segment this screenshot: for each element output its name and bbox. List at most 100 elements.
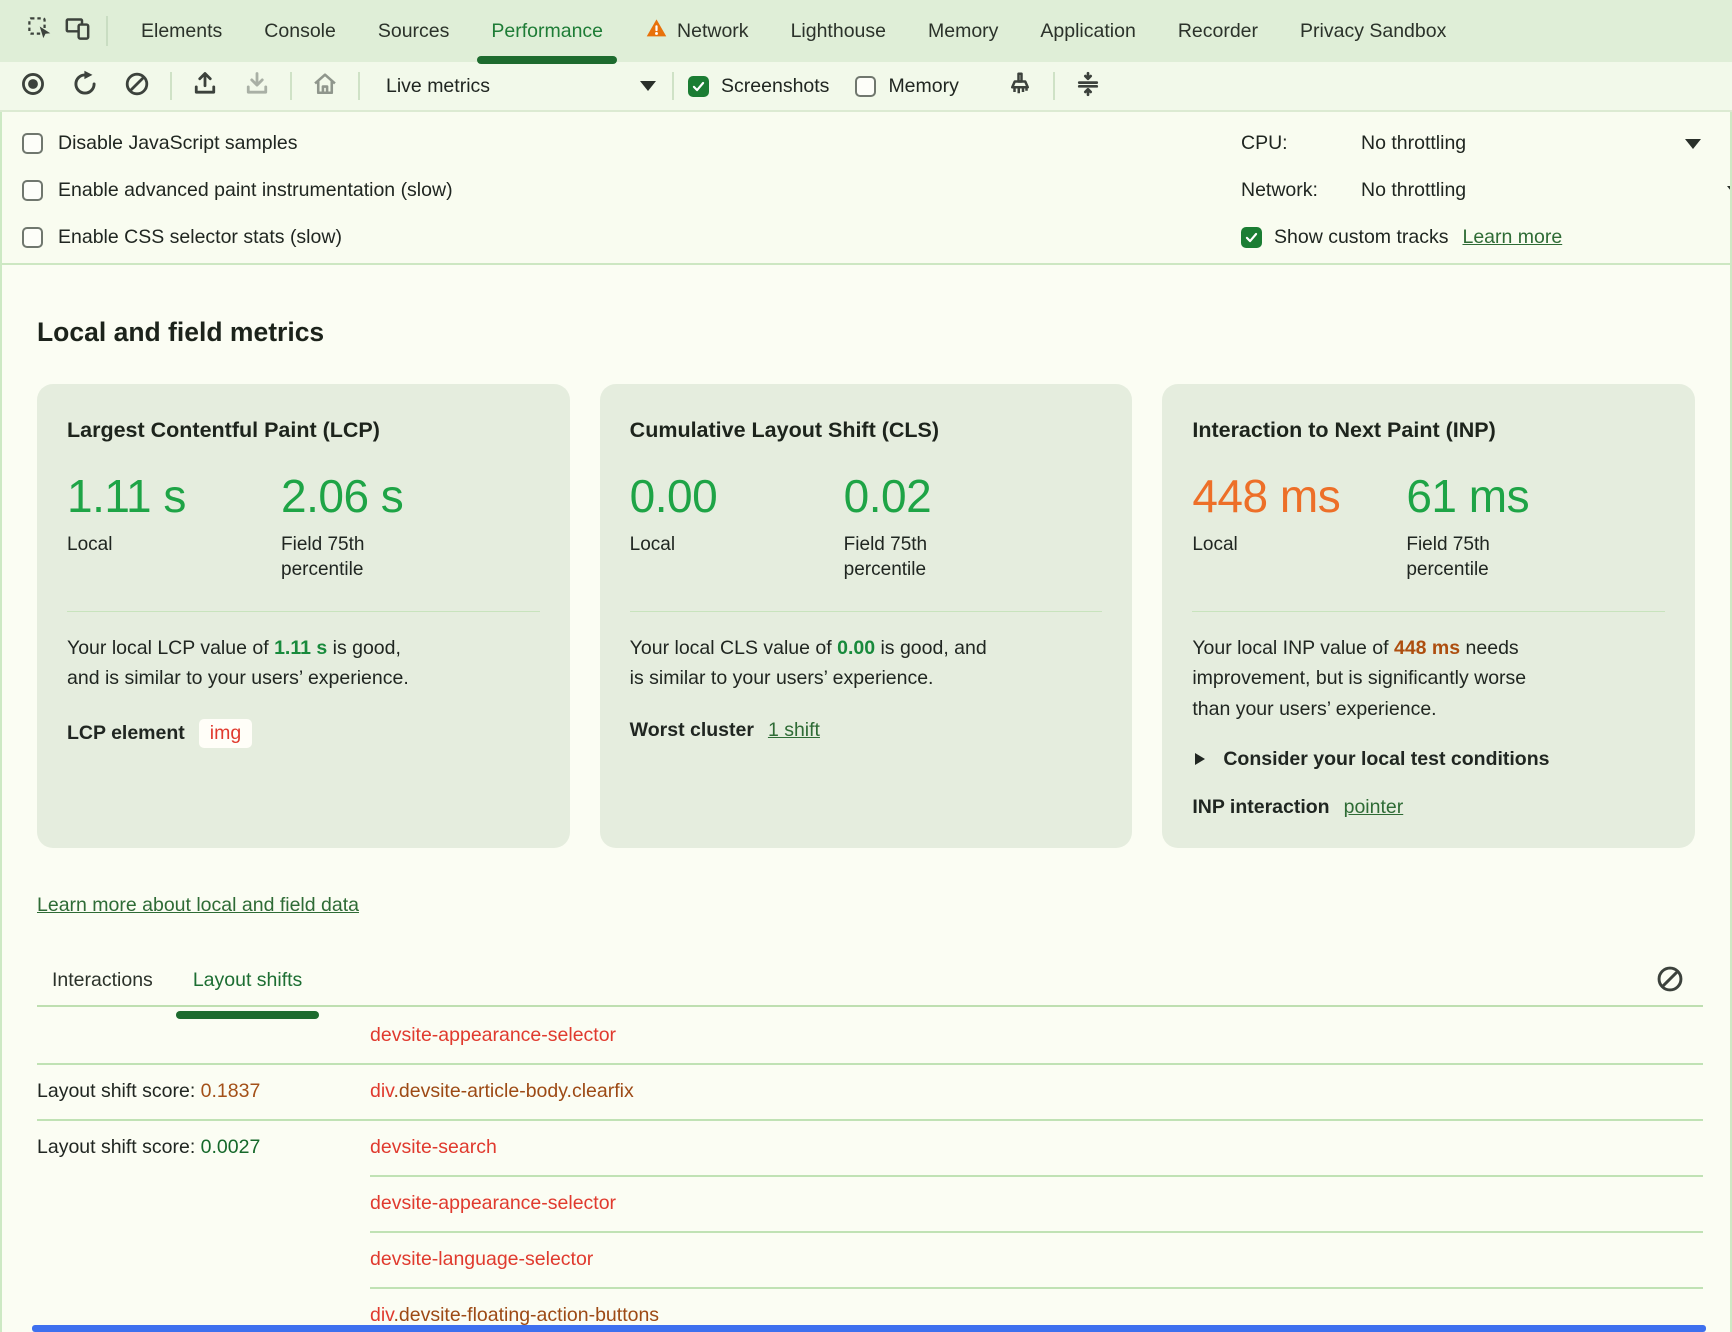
tab-lighthouse[interactable]: Lighthouse (770, 0, 907, 62)
tab-console[interactable]: Console (243, 0, 357, 62)
shift-target: devsite-appearance-selector (370, 1192, 616, 1215)
card-divider (629, 611, 1103, 613)
custom-tracks-learn-more-link[interactable]: Learn more (1462, 226, 1563, 248)
checkbox-unchecked-icon[interactable] (22, 227, 43, 248)
tab-label: Layout shifts (192, 969, 303, 991)
shift-score: Layout shift score: 0.0027 (37, 1136, 370, 1159)
load-profile-button[interactable] (186, 67, 224, 105)
node-link[interactable]: devsite-appearance-selector (370, 1023, 617, 1046)
custom-tracks-row: Show custom tracks Learn more (1205, 214, 1730, 261)
save-profile-button[interactable] (238, 67, 276, 105)
network-value: No throttling (1361, 179, 1467, 201)
chevron-down-icon (640, 81, 657, 91)
node-link[interactable]: devsite-search (370, 1135, 497, 1158)
node-link[interactable]: devsite-language-selector (370, 1247, 594, 1270)
desc-value: 448 ms (1393, 637, 1461, 660)
desc-text: Your local CLS value of (629, 637, 838, 660)
cpu-throttling-select[interactable]: CPU: No throttling (1205, 120, 1730, 167)
local-test-conditions-expander[interactable]: Consider your local test conditions (1195, 748, 1665, 771)
desc-text: is good, and is similar to your users’ e… (629, 637, 987, 690)
panel-mode-label: Live metrics (386, 74, 491, 97)
toolbar-divider (290, 72, 292, 100)
desc-text: needs improvement, but is significantly … (1192, 637, 1527, 720)
node-link[interactable]: div.devsite-article-body.clearfix (370, 1080, 634, 1102)
disable-js-samples-row[interactable]: Disable JavaScript samples (22, 120, 1730, 167)
lcp-local-label: Local (67, 534, 113, 555)
score-value: 0.1837 (200, 1079, 261, 1102)
tab-label: Elements (141, 19, 223, 42)
lcp-local-value: 1.11 s (67, 470, 186, 522)
node-link[interactable]: div.devsite-floating-action-buttons (370, 1304, 659, 1326)
inp-interaction-link[interactable]: pointer (1343, 795, 1404, 818)
screenshots-checkbox-row[interactable]: Screenshots (688, 75, 829, 98)
checkbox-checked-icon[interactable] (688, 75, 710, 97)
inp-field-value: 61 ms (1406, 470, 1530, 522)
tab-performance[interactable]: Performance (470, 0, 624, 64)
lcp-element-node-link[interactable]: img (198, 718, 253, 748)
inp-local-value: 448 ms (1192, 470, 1341, 522)
tab-privacy-sandbox[interactable]: Privacy Sandbox (1279, 0, 1467, 62)
chevron-down-icon (1727, 185, 1730, 196)
custom-tracks-checkbox-row[interactable]: Show custom tracks (1241, 226, 1448, 249)
cls-card-title: Cumulative Layout Shift (CLS) (629, 418, 940, 442)
tab-label: Memory (927, 19, 999, 42)
clear-log-button[interactable] (1654, 963, 1686, 995)
toolbar-divider (358, 72, 360, 100)
tab-label: Sources (377, 19, 450, 42)
tab-network[interactable]: Network (624, 0, 770, 62)
clear-button[interactable] (118, 67, 156, 105)
learn-more-local-field-link[interactable]: Learn more about local and field data (37, 894, 359, 916)
device-toolbar-icon (64, 15, 91, 47)
advanced-paint-row[interactable]: Enable advanced paint instrumentation (s… (22, 167, 1730, 214)
reload-record-button[interactable] (66, 67, 104, 105)
tab-memory[interactable]: Memory (907, 0, 1019, 62)
tab-label: Network (677, 19, 749, 42)
lcp-card: Largest Contentful Paint (LCP) 1.11 s Lo… (37, 384, 570, 848)
collect-garbage-button[interactable] (1001, 67, 1039, 105)
worst-cluster-label: Worst cluster (629, 718, 754, 741)
tab-application[interactable]: Application (1019, 0, 1156, 62)
shift-score: Layout shift score: 0.1837 (37, 1080, 370, 1103)
lcp-element-label: LCP element (67, 721, 185, 744)
performance-toolbar: Live metrics Screenshots Memory (0, 62, 1732, 112)
score-value: 0.0027 (200, 1135, 261, 1158)
desc-text: is good, and is similar to your users’ e… (67, 637, 409, 690)
brush-icon (1005, 69, 1035, 104)
cls-local-value: 0.00 (629, 470, 718, 522)
tab-interactions[interactable]: Interactions (52, 963, 153, 1007)
checkbox-unchecked-icon[interactable] (22, 133, 43, 154)
inp-description: Your local INP value of 448 ms needs imp… (1192, 633, 1665, 724)
inspect-element-button[interactable] (20, 11, 58, 51)
toolbar-divider (170, 72, 172, 100)
checkbox-unchecked-icon[interactable] (855, 75, 877, 97)
css-selector-stats-row[interactable]: Enable CSS selector stats (slow) (22, 214, 1730, 261)
checkbox-unchecked-icon[interactable] (22, 180, 43, 201)
reload-icon (71, 70, 99, 103)
tab-label: Application (1040, 19, 1136, 42)
worst-cluster-link[interactable]: 1 shift (767, 718, 820, 741)
collapse-sections-button[interactable] (1069, 67, 1107, 105)
memory-checkbox-row[interactable]: Memory (855, 75, 959, 98)
network-throttling-select[interactable]: Network: No throttling (1205, 167, 1730, 214)
device-toolbar-button[interactable] (58, 11, 96, 51)
node-link[interactable]: devsite-appearance-selector (370, 1191, 617, 1214)
horizontal-scrollbar-thumb[interactable] (32, 1325, 1706, 1332)
upload-icon (191, 70, 219, 103)
tab-recorder[interactable]: Recorder (1157, 0, 1279, 62)
layout-shift-log: devsite-appearance-selector Layout shift… (2, 1007, 1730, 1332)
tab-sources[interactable]: Sources (357, 0, 471, 62)
home-button[interactable] (306, 67, 344, 105)
toolbar-divider (106, 16, 108, 46)
log-tabbar: Interactions Layout shifts (2, 963, 1730, 1019)
download-icon (243, 70, 271, 103)
layout-shift-row: div.devsite-floating-action-buttons (2, 1287, 1730, 1332)
lcp-field-label: Field 75th percentile (281, 534, 365, 581)
tab-label: Lighthouse (790, 19, 886, 42)
tab-layout-shifts[interactable]: Layout shifts (175, 963, 320, 1019)
panel-mode-select[interactable]: Live metrics (386, 74, 657, 98)
tab-elements[interactable]: Elements (120, 0, 243, 62)
expander-label: Consider your local test conditions (1223, 747, 1550, 770)
record-button[interactable] (14, 67, 52, 105)
inp-card-title: Interaction to Next Paint (INP) (1192, 418, 1496, 442)
checkbox-checked-icon[interactable] (1241, 227, 1262, 248)
